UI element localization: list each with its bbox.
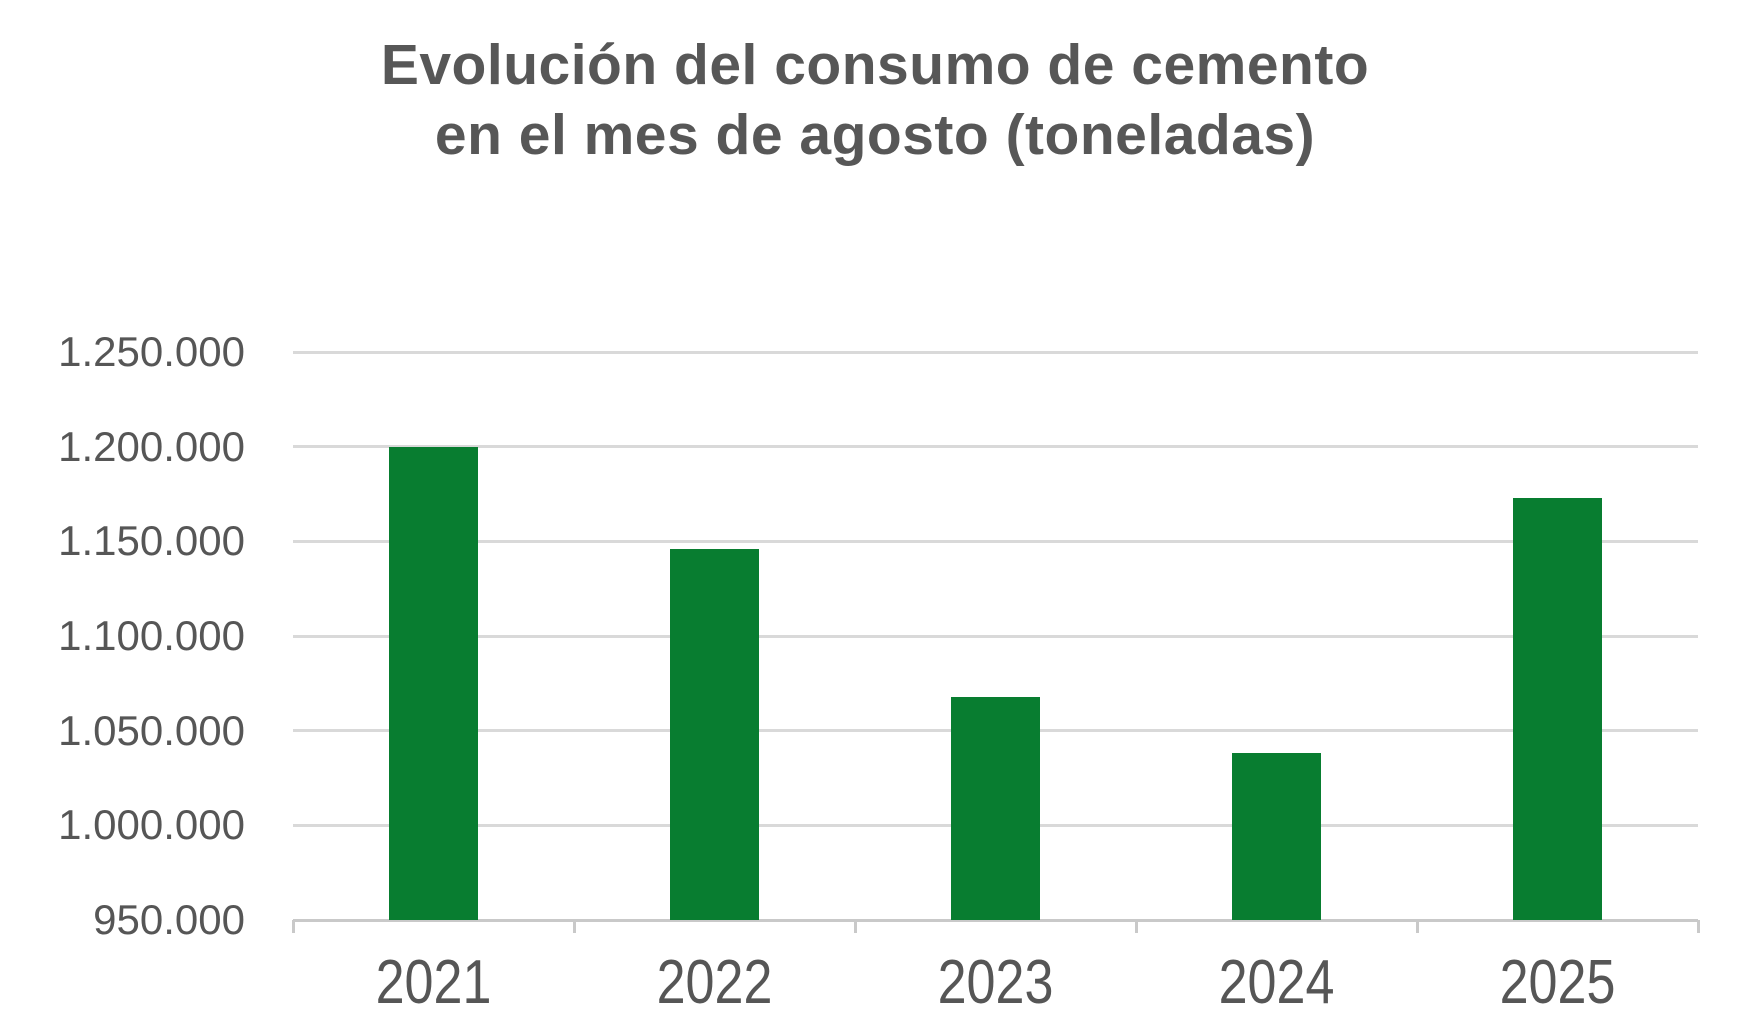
gridline-1.100.000 <box>293 634 1698 638</box>
y-axis-tick-label-1.050.000: 1.050.000 <box>58 706 245 754</box>
y-axis-tick-label-1.100.000: 1.100.000 <box>58 612 245 659</box>
bar-2025 <box>1513 497 1602 920</box>
x-axis-tick-4 <box>1415 920 1419 933</box>
y-axis-tick-label-950.000: 950.000 <box>93 896 245 943</box>
y-axis-tick-label-1.250.000: 1.250.000 <box>58 328 245 375</box>
x-axis-tick-3 <box>1134 920 1138 933</box>
x-axis-tick-5 <box>1696 920 1700 933</box>
x-axis-tick-label-2024: 2024 <box>1218 948 1335 1017</box>
gridline-1.150.000 <box>293 539 1698 543</box>
plot-area <box>291 350 1700 933</box>
x-axis-tick-label-2021: 2021 <box>375 948 492 1017</box>
chart-title-line-1: Evolución del consumo de cemento <box>380 33 1370 97</box>
x-axis-tick-0 <box>291 920 295 933</box>
chart-title: Evolución del consumo de cemento en el m… <box>0 30 1750 170</box>
x-axis-tick-1 <box>572 920 576 933</box>
x-axis-labels: 2021 2022 2023 2024 2025 <box>293 952 1698 1022</box>
x-axis-line <box>293 918 1698 922</box>
chart-title-line-2: en el mes de agosto (toneladas) <box>434 103 1316 167</box>
x-axis-tick-label-2025: 2025 <box>1499 948 1616 1017</box>
bar-2023 <box>951 696 1040 920</box>
gridline-1.200.000 <box>293 445 1698 449</box>
y-axis-tick-label-1.200.000: 1.200.000 <box>58 422 245 470</box>
x-axis-tick-label-2023: 2023 <box>937 948 1054 1017</box>
bar-2021 <box>389 446 478 920</box>
y-axis-tick-label-1.000.000: 1.000.000 <box>58 801 245 849</box>
gridline-1.250.000 <box>293 350 1698 354</box>
x-axis-tick-2 <box>853 920 857 933</box>
bar-2024 <box>1232 753 1321 920</box>
y-axis-tick-label-1.150.000: 1.150.000 <box>58 517 245 565</box>
x-axis-tick-label-2022: 2022 <box>656 948 773 1017</box>
bar-2022 <box>670 548 759 920</box>
